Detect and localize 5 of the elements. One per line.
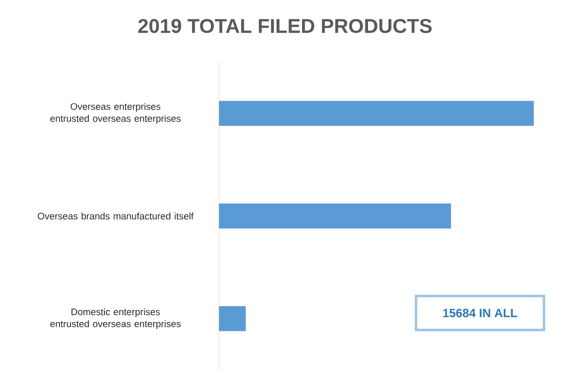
y-tick-label: Overseas brands manufactured itself	[38, 212, 194, 220]
annotation: 15684 IN ALL	[443, 308, 518, 318]
y-tick-label: Domestic enterprises entrusted overseas enterprises	[50, 308, 181, 330]
chart-title: 2019 TOTAL FILED PRODUCTS	[138, 18, 432, 34]
y-tick-label: Overseas enterprises entrusted overseas enterprises	[50, 102, 181, 124]
